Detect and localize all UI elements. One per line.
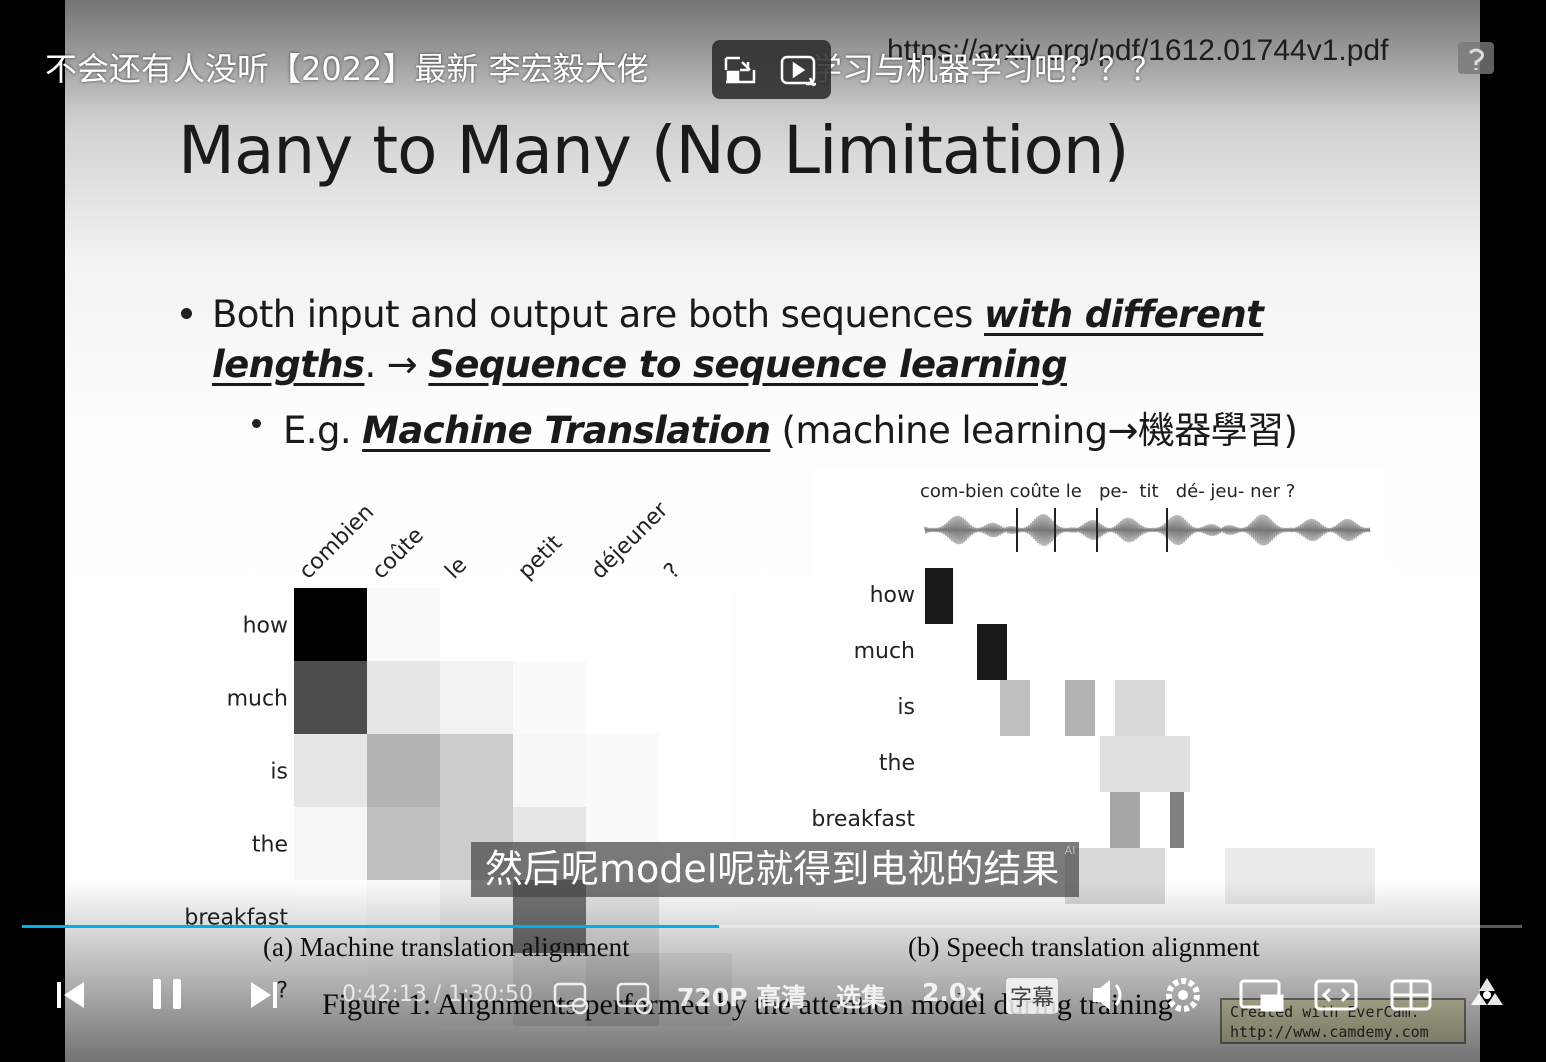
bullet-emphasis: with different lengths <box>212 293 1264 386</box>
row-label: the <box>252 833 288 858</box>
speed-button[interactable]: 2.0x <box>922 978 983 1007</box>
waveform <box>924 514 1371 546</box>
row-label: much <box>854 639 915 664</box>
alignment-cell <box>513 734 586 807</box>
episodes-button[interactable]: 选集 <box>836 983 887 1012</box>
overlay-icons <box>724 55 816 87</box>
alignment-cell <box>586 588 659 661</box>
bottom-shade <box>0 880 1546 1062</box>
alignment-cell <box>294 661 367 734</box>
help-icon <box>1468 48 1484 70</box>
quality-button[interactable]: 720P 高清 <box>677 983 807 1012</box>
time-display: 0:42:13 / 1:30:50 <box>342 982 534 1007</box>
subtitle-text: 然后呢model呢就得到电视的结果 <box>485 847 1060 891</box>
alignment-shade <box>977 624 1007 680</box>
slide-title: Many to Many (No Limitation) <box>178 112 1129 189</box>
subtitle: 然后呢model呢就得到电视的结果 AI <box>471 842 1080 897</box>
column-label: le <box>441 553 473 585</box>
alignment-cell <box>586 734 659 807</box>
row-label: breakfast <box>811 807 915 832</box>
alignment-cell <box>367 734 440 807</box>
alignment-shade <box>925 568 953 624</box>
slide-url: https://arxiv.org/pdf/1612.01744v1.pdf <box>887 34 1388 68</box>
alignment-cell <box>367 588 440 661</box>
progress-track[interactable] <box>22 925 1522 928</box>
video-title: 不会还有人没听【2022】最新 李宏毅大佬 <box>45 50 649 88</box>
column-label: ? <box>660 558 686 584</box>
sub-bullet-dot <box>252 419 261 428</box>
alignment-cell <box>513 588 586 661</box>
column-label: combien <box>295 500 380 585</box>
alignment-shade <box>1170 792 1184 848</box>
bullet-text: E.g. <box>283 409 363 452</box>
alignment-shade <box>1110 792 1140 848</box>
column-label: petit <box>514 530 568 584</box>
video-title: 学习与机器学习吧？？？ <box>810 50 1163 88</box>
bullet-text: Both input and output are both sequences <box>212 293 985 336</box>
alignment-shade <box>1100 736 1190 792</box>
figure-b: com-bien coûte le pe- tit dé- jeu- ner ?… <box>811 481 1375 904</box>
help-button[interactable] <box>1458 42 1494 74</box>
alignment-cell <box>440 734 513 807</box>
ai-summary-button[interactable] <box>780 55 816 87</box>
alignment-cell <box>659 734 732 807</box>
alignment-shade <box>1115 680 1165 736</box>
alignment-cell <box>659 661 732 734</box>
captions-button[interactable]: 字幕 <box>1006 978 1059 1014</box>
overlay-buttons <box>712 40 831 99</box>
mini-player-button[interactable] <box>724 56 756 84</box>
bullet-text: . → <box>364 343 429 386</box>
alignment-cell <box>586 661 659 734</box>
bullet-text: (machine learning→機器學習) <box>770 409 1298 452</box>
alignment-cell <box>294 588 367 661</box>
figure-b-panel <box>813 470 1385 910</box>
row-label: is <box>270 760 288 785</box>
row-label: the <box>879 751 915 776</box>
alignment-shade <box>1000 680 1030 736</box>
bullet-emphasis: Machine Translation <box>362 409 771 452</box>
alignment-cell <box>513 661 586 734</box>
bullet: Both input and output are both sequences… <box>212 290 1332 390</box>
alignment-cell <box>440 661 513 734</box>
bullet-emphasis: Sequence to sequence learning <box>428 343 1067 386</box>
column-label: déjeuner <box>587 497 674 584</box>
sub-bullet: E.g. Machine Translation (machine learni… <box>283 400 1298 454</box>
alignment-cell <box>440 588 513 661</box>
row-label: is <box>897 695 915 720</box>
alignment-cell <box>294 807 367 880</box>
alignment-cell <box>367 661 440 734</box>
row-label: how <box>870 583 915 608</box>
ai-badge: AI <box>1064 844 1076 857</box>
alignment-cell <box>294 734 367 807</box>
column-label: coûte <box>368 523 429 584</box>
alignment-shade <box>1065 680 1095 736</box>
bullet-dot <box>181 308 192 319</box>
alignment-cell <box>659 588 732 661</box>
row-label: much <box>227 687 288 712</box>
progress-played <box>22 925 720 928</box>
row-label: how <box>243 614 288 639</box>
syllable-labels: com-bien coûte le pe- tit dé- jeu- ner ? <box>920 481 1295 502</box>
alignment-cell <box>367 807 440 880</box>
